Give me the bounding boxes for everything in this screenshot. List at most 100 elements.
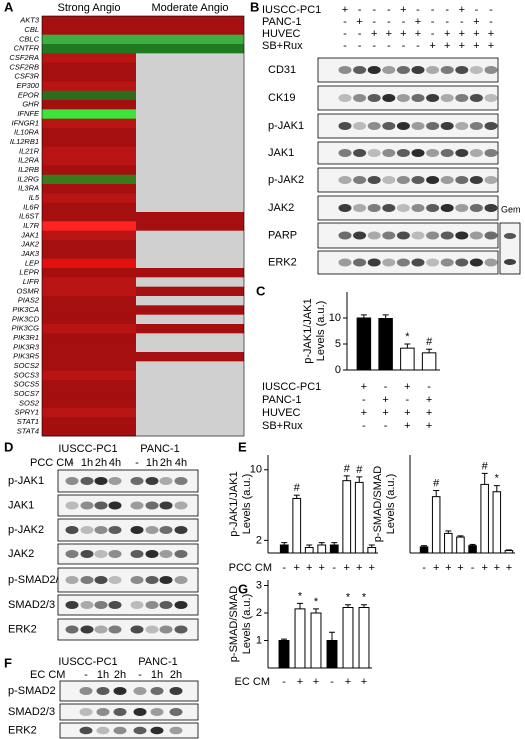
condition-sign: - [416, 4, 420, 16]
condition-sign: - [384, 381, 388, 393]
blot-band [469, 258, 483, 267]
x-tick-label: + [445, 562, 451, 574]
heatmap-cell [136, 34, 244, 45]
blot-band [80, 576, 94, 584]
blot-frame [57, 618, 199, 641]
heatmap-cell [42, 342, 136, 353]
blot-band [469, 204, 483, 212]
heatmap-cell [136, 389, 244, 400]
x-tick-label: - [330, 676, 334, 688]
significance-mark: # [356, 464, 363, 476]
y-axis-label: p-SMAD/SMAD [228, 586, 240, 662]
gene-label: PIK3CD [12, 314, 40, 323]
x-tick-label: - [422, 562, 426, 574]
blot-band [79, 687, 93, 695]
blot-band [159, 601, 173, 609]
blot-band [426, 122, 440, 130]
heatmap-cell [136, 230, 244, 241]
blot-band [353, 149, 367, 157]
gene-label: IL5 [29, 193, 40, 202]
blot-band [159, 477, 173, 485]
blot-band [80, 501, 94, 510]
x-tick-label: + [297, 676, 303, 688]
heatmap-cell [136, 398, 244, 409]
x-tick-label: - [282, 676, 286, 688]
blot-band [367, 258, 381, 267]
condition-label: PANC-1 [262, 394, 302, 406]
blot-band [338, 204, 352, 212]
condition-sign: - [475, 4, 479, 16]
blot-band [440, 258, 454, 267]
heatmap-cell [42, 109, 136, 120]
heatmap-cell [136, 408, 244, 418]
condition-sign: + [459, 4, 465, 16]
heatmap-cell [42, 81, 136, 92]
condition-sign: - [427, 381, 431, 393]
heatmap-cell [42, 398, 136, 409]
significance-mark: * [314, 596, 319, 608]
blot-band [338, 122, 352, 130]
heatmap-cell [42, 44, 136, 54]
heatmap-cell [42, 249, 136, 260]
blot-band [353, 66, 367, 74]
heatmap-cell [136, 426, 244, 437]
x-tick-label: + [361, 676, 367, 688]
blot-row-label: CK19 [268, 92, 296, 104]
lane-label: 2h [114, 669, 126, 681]
blot-row-label: p-JAK2 [268, 174, 304, 186]
blot-band [145, 501, 159, 510]
blot-band [469, 149, 483, 157]
gene-label: IFNGR1 [11, 118, 39, 127]
heatmap-cell [42, 34, 136, 45]
y-tick-label: 1 [256, 634, 262, 646]
significance-mark: * [298, 590, 303, 602]
gene-label: PIK3CG [11, 324, 39, 333]
heatmap-cell [42, 221, 136, 232]
blot-band [411, 176, 425, 184]
condition-sign: - [431, 4, 435, 16]
blot-band [396, 122, 410, 130]
x-axis-label: PCC CM [229, 562, 272, 574]
condition-sign: + [444, 28, 450, 40]
blot-band [484, 176, 498, 184]
condition-sign: + [361, 381, 367, 393]
y-axis-label: p-JAK1/JAK1 [302, 298, 314, 363]
gene-label: SPRY1 [15, 408, 39, 417]
heatmap-cell [42, 370, 136, 381]
treatment-label: PCC CM [30, 457, 73, 469]
blot-band [174, 526, 188, 534]
blot-band [455, 66, 469, 74]
blot-band [455, 94, 469, 102]
gene-label: STAT1 [17, 417, 39, 426]
heatmap-cell [42, 268, 136, 278]
condition-sign: + [444, 40, 450, 52]
condition-sign: - [387, 16, 391, 28]
gene-label: JAK2 [20, 240, 40, 249]
blot-frame [57, 543, 199, 565]
y-tick-label: 2 [256, 534, 262, 546]
lane-label: - [84, 669, 88, 681]
condition-sign: - [387, 40, 391, 52]
heatmap-cell [42, 16, 136, 26]
blot-band [353, 94, 367, 102]
x-tick-label: + [306, 562, 312, 574]
side-label: Gem [501, 204, 521, 214]
group-label: PANC-1 [138, 656, 178, 668]
gene-label: PIAS2 [18, 296, 40, 305]
x-tick-label: + [294, 562, 300, 574]
blot-band [440, 66, 454, 74]
blot-band [113, 687, 127, 695]
bar [356, 317, 372, 371]
significance-mark: # [294, 482, 301, 494]
blot-band [338, 231, 352, 240]
blot-row-label: ERK2 [8, 724, 37, 736]
heatmap-cell [42, 240, 136, 250]
y-axis-label: Levels (a.u.) [385, 474, 397, 535]
blot-frame [59, 680, 199, 702]
blot-band [426, 204, 440, 212]
blot-band [504, 233, 516, 239]
significance-mark: * [495, 473, 500, 485]
blot-band [426, 176, 440, 184]
heatmap-cell [42, 212, 136, 222]
condition-sign: - [358, 4, 362, 16]
